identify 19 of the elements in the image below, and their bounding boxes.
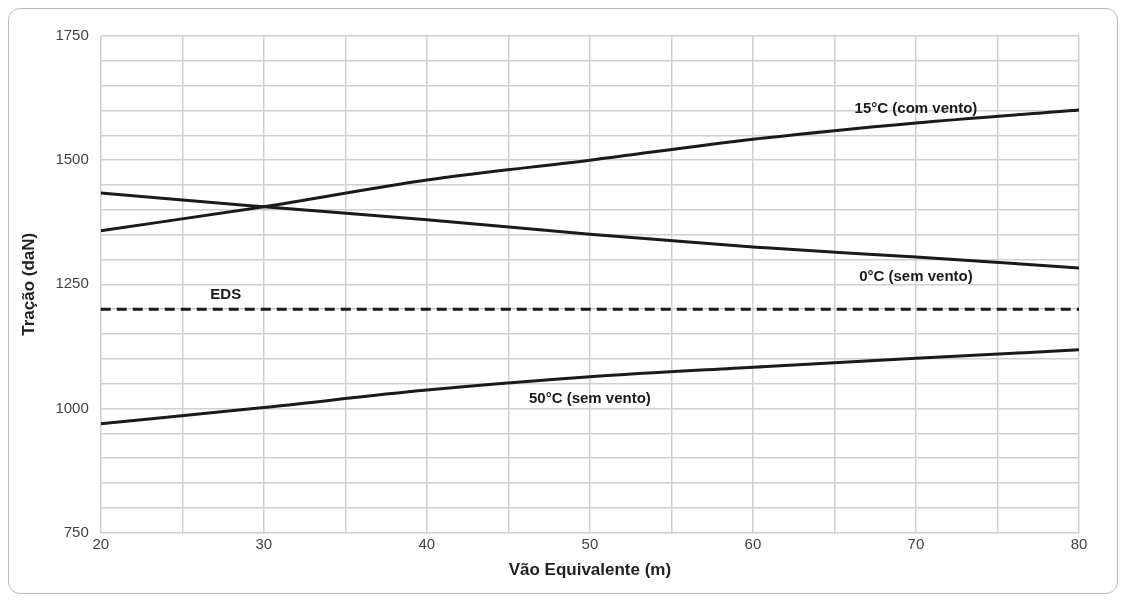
y-axis-title: Tração (daN) [18, 232, 38, 336]
y-tick-label: 1500 [55, 150, 89, 168]
x-tick-label: 80 [1070, 534, 1088, 552]
line-series [100, 348, 1079, 426]
x-tick-label: 60 [744, 534, 762, 552]
ref-line-label: EDS [210, 285, 242, 303]
x-tick-label: 20 [92, 534, 110, 552]
y-tick-label: 750 [63, 522, 89, 540]
x-tick-label: 40 [418, 534, 436, 552]
x-axis-title: Vão Equivalente (m) [508, 560, 672, 580]
series-label: 0°C (sem vento) [859, 267, 973, 285]
x-tick-label: 30 [255, 534, 273, 552]
series-label: 50°C (sem vento) [528, 388, 651, 406]
y-tick-label: 1250 [55, 274, 89, 292]
y-tick-label: 1000 [55, 398, 89, 416]
x-tick-label: 70 [907, 534, 925, 552]
y-tick-label: 1750 [55, 26, 89, 44]
series-label: 15°C (com vento) [854, 99, 978, 117]
x-tick-label: 50 [581, 534, 599, 552]
